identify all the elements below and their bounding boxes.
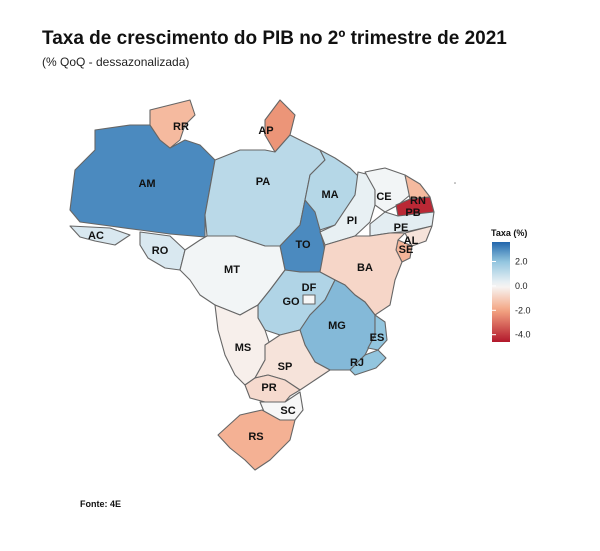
label-AP: AP	[258, 125, 273, 137]
state-RS	[217, 409, 296, 471]
label-RR: RR	[173, 121, 189, 133]
label-CE: CE	[376, 191, 391, 203]
legend-tick-label: 2.0	[515, 257, 528, 267]
label-SP: SP	[278, 361, 293, 373]
label-MS: MS	[235, 342, 252, 354]
label-ES: ES	[370, 332, 385, 344]
legend-tick-label: -2.0	[515, 305, 531, 315]
label-PB: PB	[405, 207, 420, 219]
state-PR	[244, 374, 301, 403]
state-RO	[139, 231, 186, 271]
label-GO: GO	[282, 296, 300, 308]
label-RN: RN	[410, 195, 426, 207]
label-MA: MA	[321, 189, 338, 201]
map-title: Taxa de crescimento do PIB no 2º trimest…	[42, 28, 507, 49]
state-DF	[302, 294, 316, 305]
source-note: Fonte: 4E	[80, 499, 122, 509]
color-legend: Taxa (%) 2.0 0.0 -2.0 -4.0	[491, 228, 531, 342]
state-AC	[69, 225, 131, 246]
label-PI: PI	[347, 215, 357, 227]
label-SE: SE	[399, 244, 414, 256]
state-AL	[404, 225, 433, 247]
label-AM: AM	[138, 178, 155, 190]
label-AC: AC	[88, 230, 104, 242]
state-RR	[149, 99, 196, 149]
label-SC: SC	[280, 405, 295, 417]
map-subtitle: (% QoQ - dessazonalizada)	[42, 55, 190, 69]
legend-tick-label: -4.0	[515, 330, 531, 340]
label-RS: RS	[248, 431, 263, 443]
state-RJ	[349, 349, 387, 376]
label-BA: BA	[357, 262, 373, 274]
label-MG: MG	[328, 320, 346, 332]
label-RO: RO	[152, 245, 169, 257]
label-MT: MT	[224, 264, 240, 276]
legend-title: Taxa (%)	[491, 228, 527, 238]
label-DF: DF	[302, 282, 317, 294]
legend-colorbar	[492, 242, 510, 342]
legend-tick-label: 0.0	[515, 281, 528, 291]
label-PE: PE	[394, 222, 409, 234]
label-PR: PR	[261, 382, 276, 394]
label-TO: TO	[295, 239, 311, 251]
island-dot	[454, 182, 456, 184]
label-PA: PA	[256, 176, 271, 188]
label-AL: AL	[404, 235, 419, 247]
label-RJ: RJ	[350, 357, 364, 369]
